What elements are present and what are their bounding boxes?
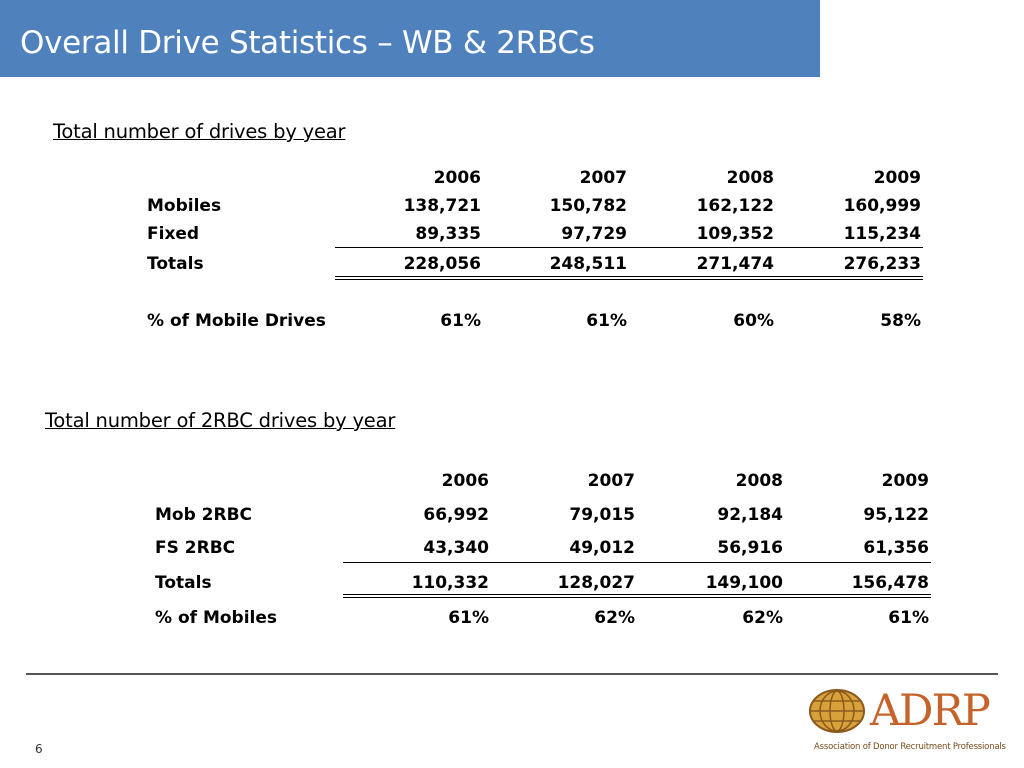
table-cell: 276,233 — [843, 254, 921, 274]
table-cell: 58% — [880, 311, 921, 331]
drives-table: 2006 2007 2008 2009 Mobiles 138,721 150,… — [147, 166, 925, 346]
table-cell: 61% — [888, 608, 929, 628]
table-cell: 138,721 — [403, 196, 481, 216]
table-cell: 149,100 — [705, 573, 783, 593]
year-header: 2008 — [735, 471, 783, 491]
table-cell: 92,184 — [717, 505, 783, 525]
title-bar: Overall Drive Statistics – WB & 2RBCs — [0, 0, 820, 77]
table-row: Fixed 89,335 97,729 109,352 115,234 — [147, 222, 925, 246]
subtotal-rule — [343, 562, 931, 563]
table-cell: 271,474 — [696, 254, 774, 274]
table-cell: 95,122 — [863, 505, 929, 525]
table-row: Totals 110,332 128,027 149,100 156,478 — [155, 571, 933, 595]
row-label: % of Mobile Drives — [147, 311, 326, 331]
row-label: FS 2RBC — [155, 538, 236, 558]
globe-icon — [809, 689, 865, 733]
table-cell: 61% — [586, 311, 627, 331]
table-header-row: 2006 2007 2008 2009 — [147, 166, 925, 190]
table-cell: 97,729 — [561, 224, 627, 244]
table-cell: 66,992 — [423, 505, 489, 525]
table-cell: 228,056 — [403, 254, 481, 274]
table-row: Totals 228,056 248,511 271,474 276,233 — [147, 252, 925, 276]
table-row: % of Mobile Drives 61% 61% 60% 58% — [147, 309, 925, 333]
row-label: Totals — [147, 254, 204, 274]
table-header-row: 2006 2007 2008 2009 — [155, 469, 933, 493]
row-label: Mob 2RBC — [155, 505, 253, 525]
year-header: 2007 — [579, 168, 627, 188]
table-cell: 110,332 — [411, 573, 489, 593]
rbc-drives-table: 2006 2007 2008 2009 Mob 2RBC 66,992 79,0… — [155, 469, 933, 634]
table-cell: 128,027 — [557, 573, 635, 593]
table-row: Mob 2RBC 66,992 79,015 92,184 95,122 — [155, 503, 933, 527]
table-cell: 62% — [594, 608, 635, 628]
table-cell: 49,012 — [569, 538, 635, 558]
year-header: 2007 — [587, 471, 635, 491]
table-cell: 150,782 — [549, 196, 627, 216]
subtotal-rule — [335, 247, 923, 248]
table2-heading: Total number of 2RBC drives by year — [45, 409, 396, 432]
row-label: Fixed — [147, 224, 200, 244]
table-cell: 89,335 — [415, 224, 481, 244]
table-cell: 156,478 — [851, 573, 929, 593]
table-cell: 160,999 — [843, 196, 921, 216]
table-cell: 60% — [733, 311, 774, 331]
total-double-rule — [335, 276, 923, 280]
table-cell: 61,356 — [863, 538, 929, 558]
table1-heading: Total number of drives by year — [53, 120, 346, 143]
total-double-rule — [343, 594, 931, 598]
logo-tagline: Association of Donor Recruitment Profess… — [814, 742, 1006, 752]
table-cell: 61% — [448, 608, 489, 628]
table-cell: 43,340 — [423, 538, 489, 558]
row-label: Mobiles — [147, 196, 222, 216]
table-row: Mobiles 138,721 150,782 162,122 160,999 — [147, 194, 925, 218]
table-cell: 79,015 — [569, 505, 635, 525]
year-header: 2006 — [433, 168, 481, 188]
year-header: 2009 — [881, 471, 929, 491]
table-row: FS 2RBC 43,340 49,012 56,916 61,356 — [155, 536, 933, 560]
table-cell: 61% — [440, 311, 481, 331]
table-cell: 115,234 — [843, 224, 921, 244]
table-row: % of Mobiles 61% 62% 62% 61% — [155, 606, 933, 630]
table-cell: 62% — [742, 608, 783, 628]
table-cell: 248,511 — [549, 254, 627, 274]
year-header: 2008 — [726, 168, 774, 188]
row-label: % of Mobiles — [155, 608, 278, 628]
page-number: 6 — [35, 742, 43, 756]
row-label: Totals — [155, 573, 212, 593]
slide-title: Overall Drive Statistics – WB & 2RBCs — [20, 25, 595, 61]
table-cell: 56,916 — [717, 538, 783, 558]
table-cell: 162,122 — [696, 196, 774, 216]
logo-wordmark: ADRP — [870, 686, 991, 736]
adrp-logo: ADRP Association of Donor Recruitment Pr… — [808, 684, 1006, 756]
footer-divider — [26, 673, 998, 675]
year-header: 2006 — [441, 471, 489, 491]
year-header: 2009 — [873, 168, 921, 188]
table-cell: 109,352 — [696, 224, 774, 244]
